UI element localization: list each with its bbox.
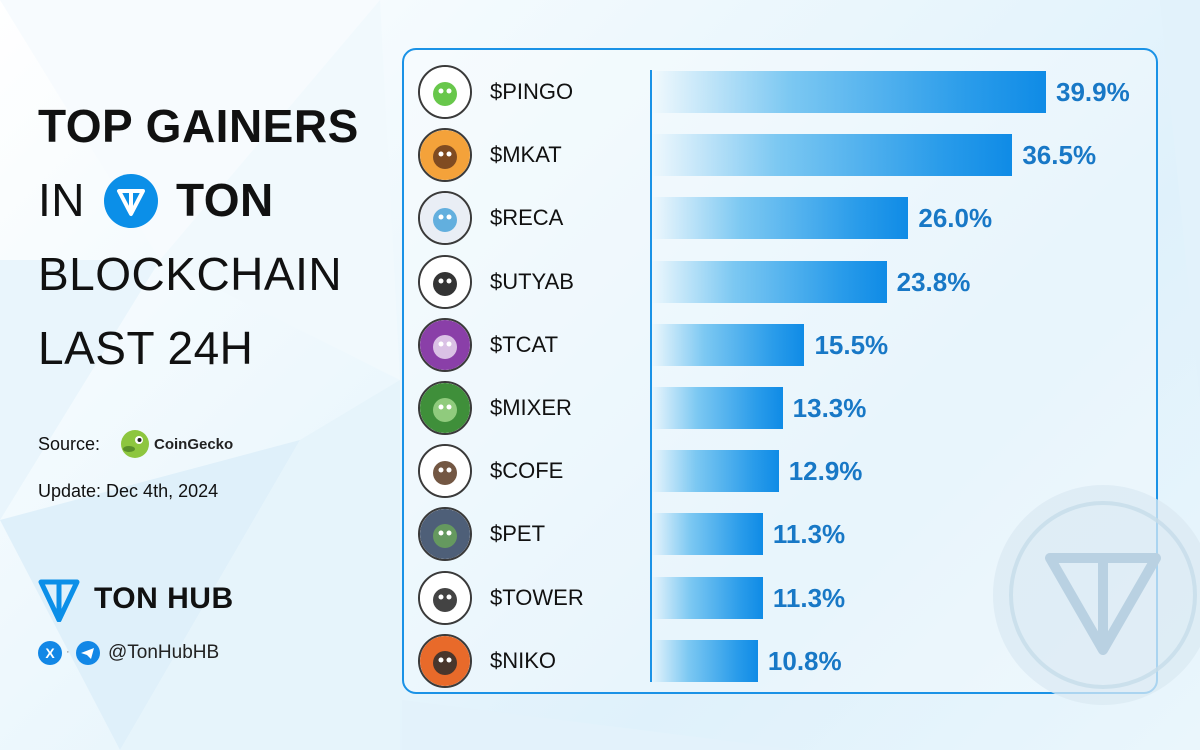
meerkat-avatar-icon [418, 128, 472, 183]
ton-coin-watermark-icon [978, 470, 1200, 720]
bar [651, 134, 1013, 177]
ticker-label: $TCAT [490, 331, 559, 357]
tower-logo-icon [418, 570, 472, 625]
brand-name: TON HUB [94, 582, 234, 615]
pingo-logo-icon [418, 65, 472, 119]
ticker-label: $RECA [490, 205, 564, 231]
value-label: 13.3% [792, 393, 867, 423]
bar [651, 260, 887, 303]
bar [651, 450, 779, 493]
niko-avatar-icon [418, 633, 472, 688]
x-icon[interactable]: X [38, 641, 62, 665]
telegram-icon[interactable] [76, 641, 100, 665]
ton-hub-logo-icon [38, 578, 80, 623]
value-label: 36.5% [1022, 140, 1097, 171]
value-label: 10.8% [767, 645, 842, 676]
value-label: 11.3% [772, 582, 846, 613]
value-label: 39.9% [1056, 77, 1130, 107]
ticker-label: $PINGO [490, 79, 574, 104]
bar [651, 513, 763, 556]
tcat-avatar-icon [418, 317, 472, 372]
pet-avatar-icon [418, 507, 472, 562]
title-line-4: LAST 24H [38, 322, 254, 374]
ticker-label: $MKAT [490, 142, 562, 168]
separator-dot: · [66, 646, 70, 658]
social-handle[interactable]: @TonHubHB [108, 642, 220, 663]
ticker-label: $COFE [490, 458, 564, 484]
bar [651, 197, 909, 240]
bar [651, 576, 763, 619]
value-label: 23.8% [896, 266, 971, 297]
bar [651, 71, 1046, 113]
ticker-label: $UTYAB [490, 268, 574, 294]
title-line-1: TOP GAINERS [38, 100, 359, 152]
ticker-label: $TOWER [490, 584, 584, 610]
value-label: 26.0% [918, 203, 993, 234]
title-ton: TON [176, 174, 274, 226]
ton-logo-icon [104, 174, 158, 228]
coingecko-logo-icon [120, 429, 150, 459]
coingecko-label: CoinGecko [154, 436, 234, 453]
utyab-logo-icon [418, 254, 472, 309]
ticker-label: $PET [490, 521, 546, 547]
cat-avatar-icon [418, 191, 472, 246]
bar [651, 387, 783, 429]
chart-axis-line [650, 70, 652, 682]
mixer-leaf-icon [418, 381, 472, 435]
update-date: Update: Dec 4th, 2024 [38, 481, 219, 501]
title-in: IN [38, 174, 85, 226]
ticker-label: $NIKO [490, 647, 557, 673]
coffee-cup-icon [418, 444, 472, 499]
value-label: 15.5% [814, 329, 889, 360]
bar [651, 323, 805, 366]
source-label: Source: [38, 434, 101, 454]
value-label: 11.3% [772, 519, 846, 550]
title-line-3: BLOCKCHAIN [38, 248, 343, 300]
value-label: 12.9% [788, 456, 863, 487]
bar [651, 639, 758, 682]
ticker-label: $MIXER [490, 395, 572, 420]
